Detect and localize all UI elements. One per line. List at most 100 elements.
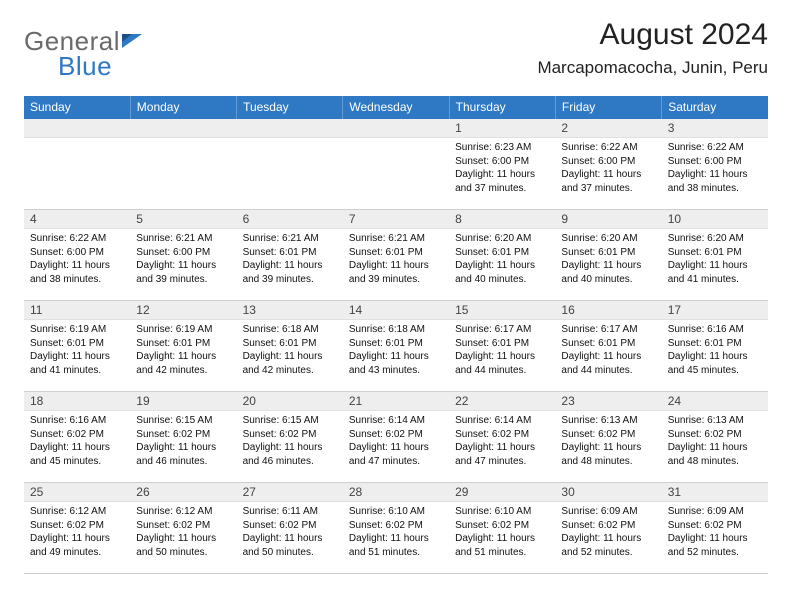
logo-text: General Blue <box>24 24 142 88</box>
day-number: 30 <box>555 483 661 502</box>
day-number: 20 <box>237 392 343 411</box>
weekday-header: Tuesday <box>237 96 343 119</box>
day-text: Sunrise: 6:17 AMSunset: 6:01 PMDaylight:… <box>449 320 555 381</box>
day-text: Sunrise: 6:10 AMSunset: 6:02 PMDaylight:… <box>449 502 555 563</box>
day-text: Sunrise: 6:15 AMSunset: 6:02 PMDaylight:… <box>237 411 343 472</box>
day-text: Sunrise: 6:14 AMSunset: 6:02 PMDaylight:… <box>343 411 449 472</box>
calendar-day-cell <box>130 119 236 210</box>
calendar-week-row: 18Sunrise: 6:16 AMSunset: 6:02 PMDayligh… <box>24 392 768 483</box>
day-text: Sunrise: 6:09 AMSunset: 6:02 PMDaylight:… <box>662 502 768 563</box>
day-number: 5 <box>130 210 236 229</box>
calendar-day-cell: 7Sunrise: 6:21 AMSunset: 6:01 PMDaylight… <box>343 210 449 301</box>
weekday-header: Sunday <box>24 96 130 119</box>
day-text: Sunrise: 6:20 AMSunset: 6:01 PMDaylight:… <box>555 229 661 290</box>
page-title: August 2024 <box>600 18 768 52</box>
calendar-day-cell: 4Sunrise: 6:22 AMSunset: 6:00 PMDaylight… <box>24 210 130 301</box>
day-number: 17 <box>662 301 768 320</box>
day-text: Sunrise: 6:20 AMSunset: 6:01 PMDaylight:… <box>449 229 555 290</box>
calendar-day-cell: 27Sunrise: 6:11 AMSunset: 6:02 PMDayligh… <box>237 483 343 574</box>
day-text: Sunrise: 6:21 AMSunset: 6:01 PMDaylight:… <box>237 229 343 290</box>
day-number: 24 <box>662 392 768 411</box>
day-number: 12 <box>130 301 236 320</box>
day-text: Sunrise: 6:12 AMSunset: 6:02 PMDaylight:… <box>130 502 236 563</box>
day-text: Sunrise: 6:20 AMSunset: 6:01 PMDaylight:… <box>662 229 768 290</box>
day-number: 11 <box>24 301 130 320</box>
day-number: 19 <box>130 392 236 411</box>
calendar-day-cell: 29Sunrise: 6:10 AMSunset: 6:02 PMDayligh… <box>449 483 555 574</box>
day-text: Sunrise: 6:15 AMSunset: 6:02 PMDaylight:… <box>130 411 236 472</box>
day-text: Sunrise: 6:12 AMSunset: 6:02 PMDaylight:… <box>24 502 130 563</box>
calendar-day-cell: 21Sunrise: 6:14 AMSunset: 6:02 PMDayligh… <box>343 392 449 483</box>
calendar-day-cell: 22Sunrise: 6:14 AMSunset: 6:02 PMDayligh… <box>449 392 555 483</box>
day-text: Sunrise: 6:09 AMSunset: 6:02 PMDaylight:… <box>555 502 661 563</box>
logo-word-blue: Blue <box>58 51 112 81</box>
day-text <box>24 138 130 145</box>
day-text <box>237 138 343 145</box>
day-text: Sunrise: 6:14 AMSunset: 6:02 PMDaylight:… <box>449 411 555 472</box>
calendar-day-cell: 25Sunrise: 6:12 AMSunset: 6:02 PMDayligh… <box>24 483 130 574</box>
day-text: Sunrise: 6:10 AMSunset: 6:02 PMDaylight:… <box>343 502 449 563</box>
calendar-day-cell: 26Sunrise: 6:12 AMSunset: 6:02 PMDayligh… <box>130 483 236 574</box>
day-number: 14 <box>343 301 449 320</box>
day-text <box>343 138 449 145</box>
day-number: 3 <box>662 119 768 138</box>
calendar-day-cell: 3Sunrise: 6:22 AMSunset: 6:00 PMDaylight… <box>662 119 768 210</box>
day-number: 29 <box>449 483 555 502</box>
calendar-day-cell: 17Sunrise: 6:16 AMSunset: 6:01 PMDayligh… <box>662 301 768 392</box>
day-text: Sunrise: 6:18 AMSunset: 6:01 PMDaylight:… <box>343 320 449 381</box>
day-text: Sunrise: 6:23 AMSunset: 6:00 PMDaylight:… <box>449 138 555 199</box>
day-number: 1 <box>449 119 555 138</box>
day-text: Sunrise: 6:22 AMSunset: 6:00 PMDaylight:… <box>662 138 768 199</box>
calendar-day-cell <box>237 119 343 210</box>
calendar-day-cell: 5Sunrise: 6:21 AMSunset: 6:00 PMDaylight… <box>130 210 236 301</box>
calendar-day-cell: 19Sunrise: 6:15 AMSunset: 6:02 PMDayligh… <box>130 392 236 483</box>
calendar-day-cell: 28Sunrise: 6:10 AMSunset: 6:02 PMDayligh… <box>343 483 449 574</box>
day-text: Sunrise: 6:22 AMSunset: 6:00 PMDaylight:… <box>24 229 130 290</box>
day-number: 15 <box>449 301 555 320</box>
calendar-day-cell: 8Sunrise: 6:20 AMSunset: 6:01 PMDaylight… <box>449 210 555 301</box>
calendar-day-cell <box>24 119 130 210</box>
calendar-day-cell: 6Sunrise: 6:21 AMSunset: 6:01 PMDaylight… <box>237 210 343 301</box>
calendar-week-row: 4Sunrise: 6:22 AMSunset: 6:00 PMDaylight… <box>24 210 768 301</box>
day-number: 21 <box>343 392 449 411</box>
day-number: 18 <box>24 392 130 411</box>
day-text: Sunrise: 6:16 AMSunset: 6:01 PMDaylight:… <box>662 320 768 381</box>
day-number <box>130 119 236 138</box>
calendar-day-cell: 10Sunrise: 6:20 AMSunset: 6:01 PMDayligh… <box>662 210 768 301</box>
day-number: 31 <box>662 483 768 502</box>
weekday-header: Wednesday <box>343 96 449 119</box>
day-number: 2 <box>555 119 661 138</box>
calendar-week-row: 11Sunrise: 6:19 AMSunset: 6:01 PMDayligh… <box>24 301 768 392</box>
day-text: Sunrise: 6:19 AMSunset: 6:01 PMDaylight:… <box>24 320 130 381</box>
calendar-table: SundayMondayTuesdayWednesdayThursdayFrid… <box>24 96 768 574</box>
calendar-day-cell: 11Sunrise: 6:19 AMSunset: 6:01 PMDayligh… <box>24 301 130 392</box>
day-number: 28 <box>343 483 449 502</box>
day-number: 25 <box>24 483 130 502</box>
day-number: 26 <box>130 483 236 502</box>
calendar-day-cell: 31Sunrise: 6:09 AMSunset: 6:02 PMDayligh… <box>662 483 768 574</box>
day-number <box>343 119 449 138</box>
calendar-day-cell: 23Sunrise: 6:13 AMSunset: 6:02 PMDayligh… <box>555 392 661 483</box>
day-number: 4 <box>24 210 130 229</box>
weekday-header: Monday <box>130 96 236 119</box>
day-number: 27 <box>237 483 343 502</box>
weekday-header: Thursday <box>449 96 555 119</box>
header: General Blue August 2024 Marcapomacocha,… <box>24 18 768 96</box>
weekday-header-row: SundayMondayTuesdayWednesdayThursdayFrid… <box>24 96 768 119</box>
day-number: 7 <box>343 210 449 229</box>
day-number: 10 <box>662 210 768 229</box>
day-number: 9 <box>555 210 661 229</box>
day-text: Sunrise: 6:18 AMSunset: 6:01 PMDaylight:… <box>237 320 343 381</box>
day-text <box>130 138 236 145</box>
day-text: Sunrise: 6:21 AMSunset: 6:00 PMDaylight:… <box>130 229 236 290</box>
day-text: Sunrise: 6:11 AMSunset: 6:02 PMDaylight:… <box>237 502 343 563</box>
calendar-day-cell: 2Sunrise: 6:22 AMSunset: 6:00 PMDaylight… <box>555 119 661 210</box>
day-text: Sunrise: 6:21 AMSunset: 6:01 PMDaylight:… <box>343 229 449 290</box>
day-text: Sunrise: 6:16 AMSunset: 6:02 PMDaylight:… <box>24 411 130 472</box>
calendar-day-cell: 9Sunrise: 6:20 AMSunset: 6:01 PMDaylight… <box>555 210 661 301</box>
day-text: Sunrise: 6:13 AMSunset: 6:02 PMDaylight:… <box>662 411 768 472</box>
weekday-header: Saturday <box>662 96 768 119</box>
day-text: Sunrise: 6:19 AMSunset: 6:01 PMDaylight:… <box>130 320 236 381</box>
day-number: 22 <box>449 392 555 411</box>
day-number: 8 <box>449 210 555 229</box>
